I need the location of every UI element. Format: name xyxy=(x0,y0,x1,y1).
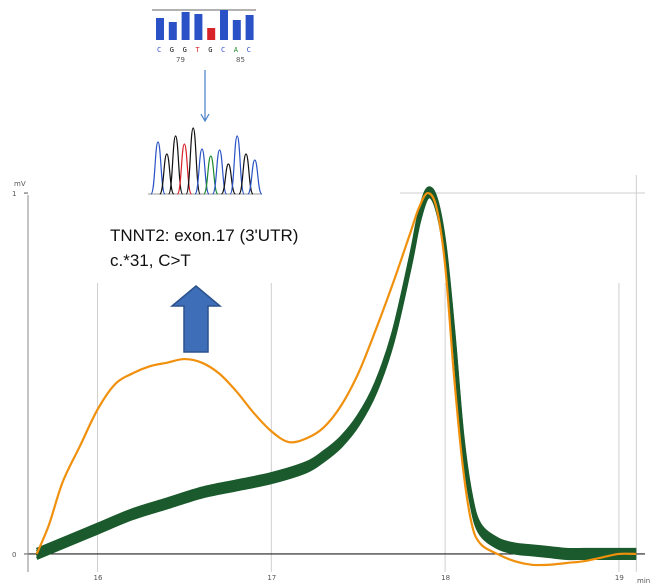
x-tick-label: 16 xyxy=(94,574,103,582)
sanger-trace-inset xyxy=(148,127,263,195)
y-tick-label: 0 xyxy=(12,551,16,559)
position-label-end: 85 xyxy=(236,56,245,64)
sequence-base-letter: G xyxy=(183,46,187,54)
x-tick-label: 17 xyxy=(267,574,276,582)
inset-connector-arrow xyxy=(200,70,210,123)
sequence-base-letter: G xyxy=(170,46,174,54)
sequence-quality-bar xyxy=(156,18,164,40)
trace-peak xyxy=(247,159,263,195)
x-axis-label: min xyxy=(637,577,650,584)
sequence-base-letter: A xyxy=(234,46,239,54)
y-axis-label: mV xyxy=(14,180,26,188)
sequence-quality-bar xyxy=(194,14,203,40)
up-arrow-icon xyxy=(169,285,223,353)
trace-peak xyxy=(150,141,166,195)
x-tick-label: 18 xyxy=(441,574,450,582)
sequence-base-letter: G xyxy=(208,46,212,54)
trace-peak xyxy=(168,135,184,195)
sequence-base-letter: C xyxy=(247,46,251,54)
x-tick-label: 19 xyxy=(615,574,624,582)
sequence-quality-bar xyxy=(245,15,254,40)
position-label-start: 79 xyxy=(176,56,185,64)
sequence-quality-bar xyxy=(220,10,228,40)
sequence-quality-bar xyxy=(181,12,190,40)
sequence-quality-bar xyxy=(207,28,216,40)
y-tick-label: 1 xyxy=(12,190,16,198)
wildtype-trace-line xyxy=(36,186,637,552)
variant-annotation-line1: TNNT2: exon.17 (3'UTR) xyxy=(110,226,298,245)
sequence-base-letter: T xyxy=(195,46,200,54)
wildtype-trace-line xyxy=(36,190,637,556)
sequence-base-letter: C xyxy=(221,46,225,54)
mutant-trace-line xyxy=(35,191,637,567)
sequence-quality-bar xyxy=(168,22,177,40)
variant-annotation-line2: c.*31, C>T xyxy=(110,251,191,270)
sequence-quality-bar xyxy=(232,20,241,40)
sequence-base-letter: C xyxy=(157,46,161,54)
